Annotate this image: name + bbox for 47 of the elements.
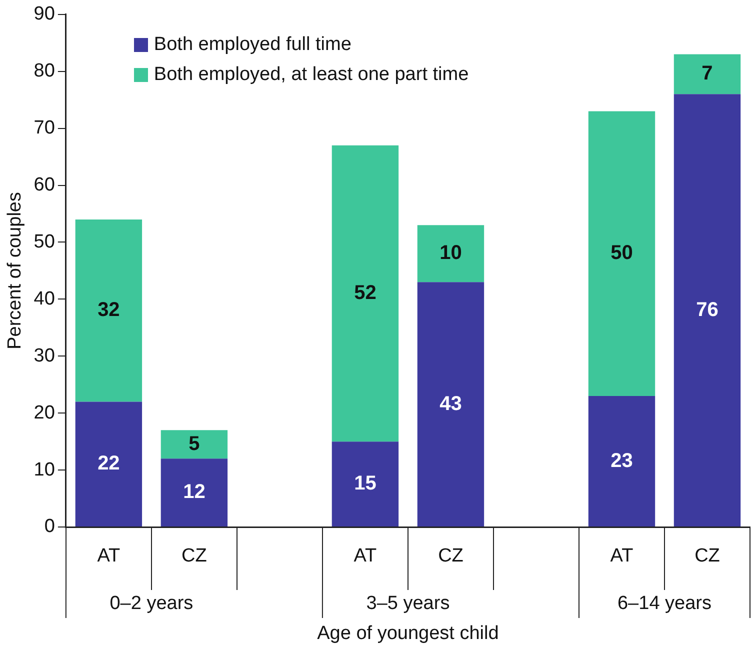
bar — [332, 145, 399, 442]
x-axis-title: Age of youngest child — [317, 623, 499, 644]
y-tick-label: 10 — [34, 459, 55, 480]
y-tick-label: 50 — [34, 231, 55, 252]
bar — [75, 219, 142, 402]
x-tick-label: CZ — [694, 546, 720, 567]
bar — [75, 402, 142, 526]
y-axis-title: Percent of couples — [4, 192, 26, 350]
bar — [674, 54, 741, 94]
legend-label: Both employed, at least one part time — [154, 64, 469, 86]
data-label: 10 — [440, 242, 462, 264]
data-label: 7 — [702, 62, 713, 85]
y-tick-label: 80 — [34, 60, 55, 82]
data-label: 76 — [696, 298, 718, 321]
bar — [588, 396, 656, 526]
data-label: 32 — [98, 299, 120, 322]
x-tick-label: AT — [354, 546, 378, 567]
data-label: 23 — [610, 450, 633, 472]
y-tick-label: 60 — [34, 174, 55, 196]
y-tick-label: 40 — [34, 288, 55, 310]
y-tick-label: 90 — [34, 4, 55, 25]
data-label: 43 — [440, 392, 462, 415]
x-tick-label: CZ — [182, 546, 208, 567]
y-tick-label: 30 — [34, 345, 55, 366]
x-tick-label: AT — [97, 546, 121, 567]
x-tick-label: AT — [610, 546, 634, 567]
bar — [674, 94, 741, 526]
bar — [160, 458, 228, 526]
x-tick-label: CZ — [438, 546, 464, 567]
text: 0–2 years — [110, 593, 194, 614]
y-tick-label: 0 — [44, 516, 55, 538]
data-label: 5 — [188, 432, 200, 455]
legend-label: Both employed full time — [154, 34, 352, 56]
data-label: 50 — [610, 242, 633, 264]
y-tick-label: 20 — [34, 402, 55, 424]
text: 6–14 years — [617, 593, 712, 614]
data-label: 15 — [354, 472, 376, 495]
bar — [160, 430, 228, 459]
bar — [588, 111, 656, 396]
bar — [332, 442, 399, 526]
bar — [417, 282, 484, 526]
bar — [417, 225, 484, 282]
data-label: 22 — [98, 452, 120, 475]
data-label: 12 — [183, 481, 206, 504]
y-tick-label: 70 — [34, 118, 55, 139]
text: 3–5 years — [366, 593, 450, 614]
data-label: 52 — [354, 282, 376, 304]
